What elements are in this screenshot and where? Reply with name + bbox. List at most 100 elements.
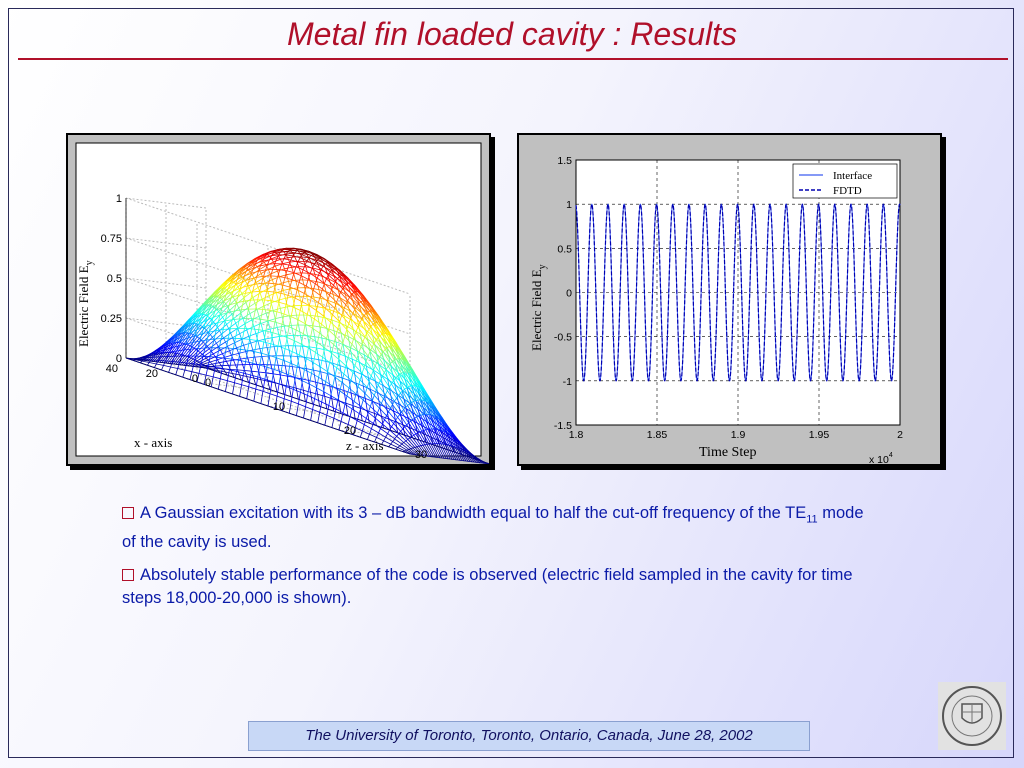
surface-mesh-segment [240, 338, 243, 350]
surface-mesh-segment [375, 385, 379, 391]
surface-mesh-segment [389, 389, 393, 401]
surface-mesh-segment [376, 357, 380, 362]
surface-mesh-segment [439, 429, 442, 431]
surface-mesh-segment [197, 350, 201, 353]
surface-mesh-segment [254, 259, 263, 265]
surface-mesh-segment [362, 336, 366, 342]
surface-mesh-segment [299, 257, 308, 262]
surface-mesh-segment [204, 339, 208, 349]
surface-mesh-segment [334, 367, 338, 377]
surface-mesh-segment [197, 343, 206, 352]
surface-mesh-segment [305, 406, 313, 410]
surface-mesh-segment [337, 276, 340, 279]
surface-mesh-segment [170, 342, 179, 353]
surface-mesh-segment [193, 355, 197, 364]
surface-mesh-segment [296, 387, 304, 391]
surface-mesh-segment [335, 408, 344, 414]
bullet-1-text-end: mode of the cavity is used. [122, 504, 864, 552]
surface-mesh-segment [266, 283, 270, 292]
surface-mesh-segment [290, 255, 294, 261]
surface-mesh-segment [239, 309, 242, 319]
surface-mesh-segment [344, 276, 352, 284]
surface-mesh-segment [237, 288, 241, 296]
surface-mesh-segment [232, 382, 235, 395]
surface-mesh-segment [239, 289, 243, 294]
surface-mesh-segment [296, 415, 304, 419]
surface-mesh-segment [229, 279, 233, 285]
surface-mesh-segment [179, 328, 182, 333]
surface-mesh-segment [252, 297, 256, 304]
surface-mesh-segment [306, 254, 310, 259]
surface-mesh-segment [363, 320, 371, 328]
surface-mesh-segment [433, 444, 441, 448]
surface-mesh-segment [336, 367, 345, 375]
surface-mesh-segment [371, 359, 379, 365]
surface-mesh-segment [222, 284, 226, 289]
surface-mesh-segment [331, 263, 334, 266]
surface-mesh-segment [310, 328, 313, 338]
surface-mesh-segment [311, 253, 315, 257]
surface-mesh-segment [358, 346, 362, 353]
surface-mesh-segment [283, 386, 287, 399]
surface-mesh-segment [262, 257, 265, 262]
surface-mesh-segment [392, 359, 395, 363]
surface-mesh-segment [358, 324, 366, 331]
surface-mesh-segment [357, 420, 365, 425]
surface-mesh-segment [219, 368, 223, 379]
surface-mesh-segment [217, 320, 225, 328]
surface-mesh-segment [309, 305, 317, 311]
surface-mesh-segment [389, 429, 397, 437]
surface-mesh-segment [246, 329, 250, 337]
surface-mesh-segment [275, 357, 284, 361]
surface-mesh-segment [263, 269, 266, 277]
surface-mesh-segment [141, 359, 145, 362]
surface-mesh-segment [194, 353, 203, 361]
surface-mesh-segment [344, 335, 353, 345]
surface-mesh-segment [317, 315, 325, 319]
surface-mesh-segment [260, 403, 269, 407]
surface-mesh-segment [253, 308, 256, 319]
surface-mesh-segment [385, 390, 388, 395]
surface-mesh-segment [384, 396, 387, 408]
surface-mesh-segment [348, 380, 352, 389]
surface-mesh-segment [232, 337, 235, 343]
surface-mesh-segment [274, 382, 283, 385]
surface-mesh-segment [270, 302, 274, 311]
surface-mesh-segment [405, 408, 414, 414]
surface-mesh-segment [205, 317, 214, 321]
surface-mesh-segment [360, 346, 369, 357]
surface-mesh-segment [345, 357, 349, 366]
surface-mesh-segment [240, 312, 244, 319]
surface-mesh-segment [233, 302, 237, 312]
surface-mesh-segment [208, 296, 212, 301]
surface-mesh-segment [326, 328, 335, 332]
surface-mesh-segment [386, 328, 390, 332]
surface-mesh-segment [317, 264, 321, 271]
surface-mesh-segment [339, 275, 347, 282]
surface-mesh-segment [203, 313, 206, 316]
surface-mesh-segment [325, 301, 328, 309]
surface-mesh-segment [251, 370, 259, 373]
surface-mesh-segment [344, 356, 348, 369]
surface-mesh-segment [132, 360, 141, 364]
surface-mesh-segment [390, 404, 393, 409]
surface-mesh-segment [217, 357, 225, 361]
surface-mesh-segment [370, 370, 374, 377]
surface-mesh-segment [296, 261, 300, 267]
surface-mesh-segment [213, 294, 217, 299]
surface-mesh-segment [412, 417, 415, 420]
surface-mesh-segment [422, 389, 425, 392]
surface-mesh-segment [364, 398, 368, 411]
surface-mesh-segment [442, 422, 450, 431]
surface-mesh-segment [226, 304, 230, 313]
surface-mesh-segment [273, 259, 281, 263]
surface-mesh-segment [208, 324, 212, 333]
surface-mesh-segment [308, 305, 316, 307]
surface-mesh-segment [309, 251, 313, 254]
surface-mesh-segment [198, 318, 202, 325]
surface-mesh-segment [196, 373, 200, 383]
surface-mesh-segment [413, 400, 416, 402]
surface-mesh-segment [297, 257, 301, 263]
surface-mesh-segment [360, 333, 368, 340]
surface-mesh-segment [405, 440, 414, 449]
